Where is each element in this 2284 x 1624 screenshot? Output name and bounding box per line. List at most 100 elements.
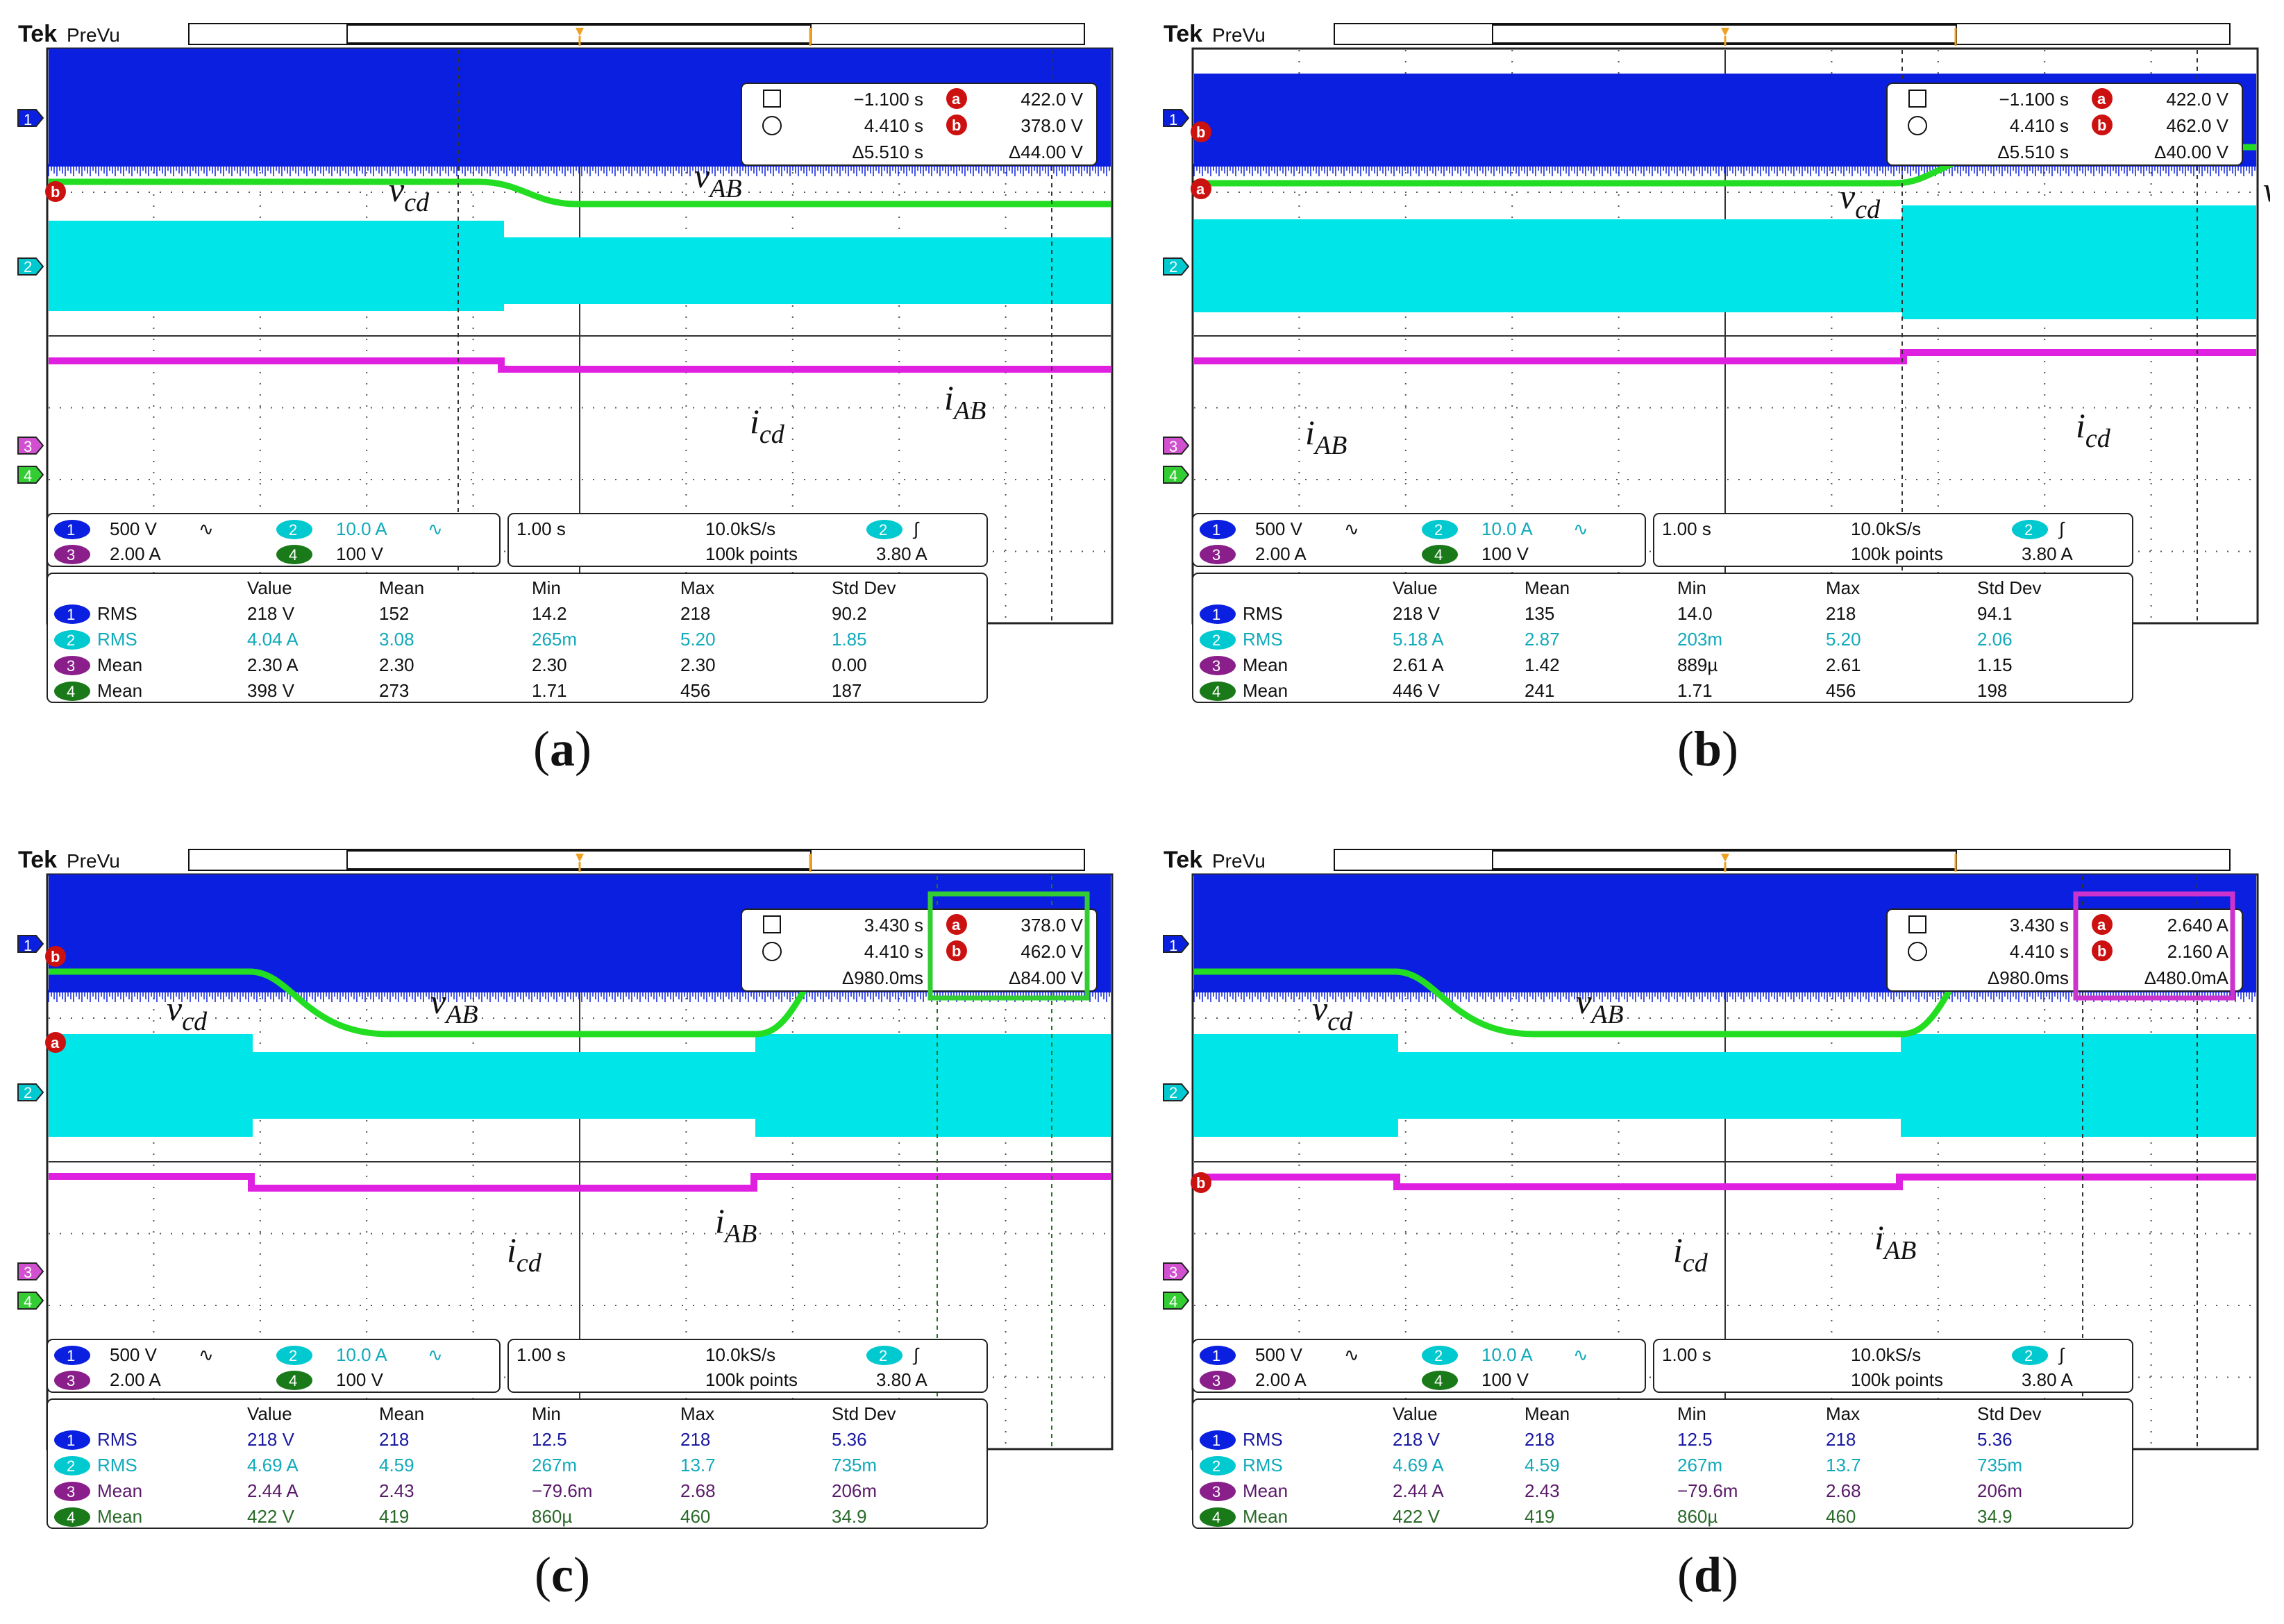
caption-letter: a bbox=[550, 721, 575, 777]
svg-text:273: 273 bbox=[379, 680, 409, 701]
svg-text:−79.6m: −79.6m bbox=[1677, 1480, 1738, 1501]
trigger-position-marker[interactable] bbox=[1721, 854, 1729, 862]
svg-text:460: 460 bbox=[680, 1506, 710, 1527]
cursor-readout: −1.100 s 4.410 s Δ5.510 s a b 422.0 V 46… bbox=[1886, 83, 2243, 166]
measurement-table: Value Mean Min Max Std Dev 1 RMS 218 V 218 1… bbox=[1192, 1398, 2133, 1529]
label-vab: vAB bbox=[2263, 170, 2270, 217]
svg-text:2.61 A: 2.61 A bbox=[1393, 654, 1444, 675]
svg-text:a: a bbox=[51, 1034, 60, 1051]
svg-text:4: 4 bbox=[289, 546, 297, 564]
cursor-b-badge bbox=[2092, 940, 2113, 961]
ch2-trace bbox=[1194, 205, 2256, 319]
trigger-position-marker[interactable] bbox=[576, 854, 584, 862]
ch2-marker[interactable]: 2 bbox=[17, 1083, 44, 1101]
trigger-slope-icon: ∫ bbox=[912, 518, 920, 539]
ch2-coupling: ∿ bbox=[1573, 518, 1588, 539]
table-row: 2 RMS 4.04 A 3.08 265m 5.20 1.85 bbox=[54, 629, 867, 650]
ch1-marker[interactable]: 1 bbox=[17, 935, 44, 954]
svg-text:4: 4 bbox=[1169, 467, 1177, 484]
record-length: 100k points bbox=[1851, 543, 1943, 564]
svg-text:1: 1 bbox=[67, 606, 75, 623]
table-row: 4 Mean 422 V 419 860µ 460 34.9 bbox=[54, 1506, 867, 1527]
svg-text:3: 3 bbox=[67, 546, 75, 564]
ch3-scale: 2.00 A bbox=[110, 543, 161, 564]
ch1-coupling: ∿ bbox=[199, 1344, 214, 1365]
ch2-marker[interactable]: 2 bbox=[1163, 1083, 1190, 1101]
ch2-coupling: ∿ bbox=[428, 518, 443, 539]
svg-text:5.18 A: 5.18 A bbox=[1393, 629, 1444, 650]
trigger-position-marker[interactable] bbox=[1721, 28, 1729, 36]
svg-text:2.30: 2.30 bbox=[680, 654, 716, 675]
svg-text:4: 4 bbox=[1212, 683, 1220, 700]
ch4-marker[interactable]: 4 bbox=[17, 466, 44, 484]
svg-text:Mean: Mean bbox=[97, 1506, 142, 1527]
label-vcd: vcd bbox=[1840, 177, 1881, 224]
ch4-marker[interactable]: 4 bbox=[17, 1292, 44, 1310]
ch3-marker[interactable]: 3 bbox=[17, 437, 44, 455]
svg-text:3: 3 bbox=[1212, 1483, 1220, 1500]
col-mean: Mean bbox=[1525, 1403, 1570, 1424]
ch4-marker[interactable]: 4 bbox=[1163, 466, 1190, 484]
svg-text:RMS: RMS bbox=[97, 603, 137, 624]
cursor-dv: Δ44.00 V bbox=[1009, 142, 1084, 162]
trigger-slope-icon: ∫ bbox=[2058, 518, 2065, 539]
svg-text:218 V: 218 V bbox=[1393, 1429, 1441, 1450]
svg-text:2.61: 2.61 bbox=[1826, 654, 1861, 675]
cursor-b-value: 462.0 V bbox=[1021, 941, 1083, 962]
svg-text:2.43: 2.43 bbox=[379, 1480, 414, 1501]
svg-text:3: 3 bbox=[67, 1372, 75, 1389]
horizontal-settings-box[interactable]: 1.00 s 10.0kS/s 100k points 2 ∫ 3.80 A bbox=[507, 513, 988, 567]
ch1-scale: 500 V bbox=[1255, 518, 1303, 539]
svg-text:b: b bbox=[51, 948, 60, 965]
svg-text:a: a bbox=[952, 90, 961, 108]
svg-text:218: 218 bbox=[680, 1429, 710, 1450]
ch1-marker[interactable]: 1 bbox=[1163, 109, 1190, 128]
table-row: 3 Mean 2.44 A 2.43 −79.6m 2.68 206m bbox=[54, 1480, 877, 1501]
cursor-t2: 4.410 s bbox=[864, 941, 923, 962]
channel-settings-box[interactable]: 1 500 V ∿ 2 10.0 A ∿ 3 2.00 A 4 100 V bbox=[47, 1339, 501, 1393]
ch4-marker[interactable]: 4 bbox=[1163, 1292, 1190, 1310]
svg-text:889µ: 889µ bbox=[1677, 654, 1718, 675]
svg-text:3: 3 bbox=[1212, 657, 1220, 675]
ch1-marker[interactable]: 1 bbox=[17, 109, 44, 128]
svg-text:218: 218 bbox=[680, 603, 710, 624]
highlight-box bbox=[2073, 891, 2235, 1001]
caption-letter: d bbox=[1693, 1547, 1722, 1602]
ch3-marker[interactable]: 3 bbox=[17, 1262, 44, 1281]
sample-rate: 10.0kS/s bbox=[705, 1344, 775, 1365]
channel-settings-box[interactable]: 1 500 V ∿ 2 10.0 A ∿ 3 2.00 A 4 100 V bbox=[1192, 1339, 1646, 1393]
svg-text:4: 4 bbox=[67, 683, 75, 700]
channel-settings-box[interactable]: 1 500 V ∿ 2 10.0 A ∿ 3 2.00 A 4 100 V bbox=[47, 513, 501, 567]
horizontal-settings-box[interactable]: 1.00 s 10.0kS/s 100k points 2 ∫ 3.80 A bbox=[1653, 1339, 2133, 1393]
ch4-trace bbox=[1194, 949, 1974, 1038]
brand-logo: Tek bbox=[18, 21, 57, 47]
horizontal-settings-box[interactable]: 1.00 s 10.0kS/s 100k points 2 ∫ 3.80 A bbox=[507, 1339, 988, 1393]
svg-text:419: 419 bbox=[1525, 1506, 1554, 1527]
svg-text:2: 2 bbox=[1169, 258, 1177, 276]
ch2-marker[interactable]: 2 bbox=[1163, 257, 1190, 276]
horizontal-settings-box[interactable]: 1.00 s 10.0kS/s 100k points 2 ∫ 3.80 A bbox=[1653, 513, 2133, 567]
ch4-scale: 100 V bbox=[336, 543, 384, 564]
ch1-marker[interactable]: 1 bbox=[1163, 935, 1190, 954]
svg-text:4: 4 bbox=[67, 1509, 75, 1526]
cursor-a-badge bbox=[2092, 88, 2113, 109]
col-stddev: Std Dev bbox=[1977, 1403, 2042, 1424]
brand-logo: Tek bbox=[1164, 847, 1202, 873]
ch2-marker[interactable]: 2 bbox=[17, 257, 44, 276]
svg-text:−79.6m: −79.6m bbox=[532, 1480, 592, 1501]
trigger-position-marker[interactable] bbox=[576, 28, 584, 36]
svg-text:446 V: 446 V bbox=[1393, 680, 1441, 701]
ch3-marker[interactable]: 3 bbox=[1163, 437, 1190, 455]
svg-text:1: 1 bbox=[1169, 937, 1177, 954]
svg-text:94.1: 94.1 bbox=[1977, 603, 2013, 624]
svg-text:RMS: RMS bbox=[97, 1455, 137, 1475]
trigger-level: 3.80 A bbox=[876, 1369, 927, 1390]
trigger-slope-icon: ∫ bbox=[912, 1344, 920, 1365]
ch3-marker[interactable]: 3 bbox=[1163, 1262, 1190, 1281]
cursor-t1: 3.430 s bbox=[864, 915, 923, 936]
trigger-level: 3.80 A bbox=[2022, 543, 2073, 564]
cursor-a-value: 422.0 V bbox=[2166, 89, 2228, 110]
col-mean: Mean bbox=[379, 577, 424, 598]
svg-text:1: 1 bbox=[1212, 521, 1220, 539]
channel-settings-box[interactable]: 1 500 V ∿ 2 10.0 A ∿ 3 2.00 A 4 100 V bbox=[1192, 513, 1646, 567]
